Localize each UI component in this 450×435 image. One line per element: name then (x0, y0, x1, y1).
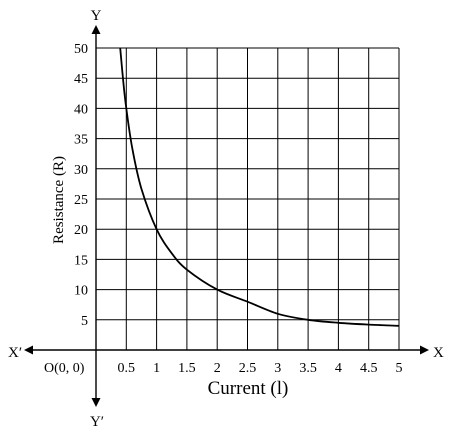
x-tick-label: 1.5 (178, 361, 196, 376)
x-tick-label: 2 (214, 361, 221, 376)
y-axis-arrow-positive (91, 25, 101, 34)
x-axis-arrow-positive (420, 345, 429, 355)
y-tick-label: 40 (74, 102, 88, 117)
y-tick-label: 15 (74, 253, 88, 268)
y-axis-arrow-negative (91, 398, 101, 407)
x-tick-label: 3 (274, 361, 281, 376)
y-tick-label: 25 (74, 193, 88, 208)
axis-name-y-negative: Y′ (90, 414, 104, 430)
y-tick-label: 5 (81, 314, 88, 329)
x-axis-label: Current (l) (208, 378, 289, 399)
axis-name-x-negative: X′ (8, 345, 22, 361)
x-tick-label: 4 (335, 361, 342, 376)
y-tick-label: 50 (74, 42, 88, 57)
y-tick-label: 35 (74, 133, 88, 148)
x-axis-arrow-negative (24, 345, 33, 355)
data-series (119, 47, 400, 327)
y-tick-label: 30 (74, 163, 88, 178)
axes (24, 25, 429, 407)
x-tick-label: 3.5 (299, 361, 317, 376)
axis-name-x-positive: X (433, 345, 444, 361)
x-tick-label: 2.5 (239, 361, 257, 376)
x-tick-label: 0.5 (118, 361, 136, 376)
x-tick-label: 5 (396, 361, 403, 376)
y-tick-label: 45 (74, 72, 88, 87)
y-axis-label: Resistance (R) (51, 156, 67, 244)
origin-label: O(0, 0) (44, 361, 85, 376)
y-tick-label: 10 (74, 284, 88, 299)
x-tick-label: 4.5 (360, 361, 378, 376)
resistance-curve (119, 47, 400, 327)
x-tick-label: 1 (153, 361, 160, 376)
axis-name-y-positive: Y (91, 8, 102, 24)
y-tick-label: 20 (74, 223, 88, 238)
tick-labels: 0.5 1 1.5 2 2.5 3 3.5 4 4.5 5 5 10 15 20 25 30 35 40 45 50 (74, 42, 403, 376)
grid (96, 47, 400, 350)
